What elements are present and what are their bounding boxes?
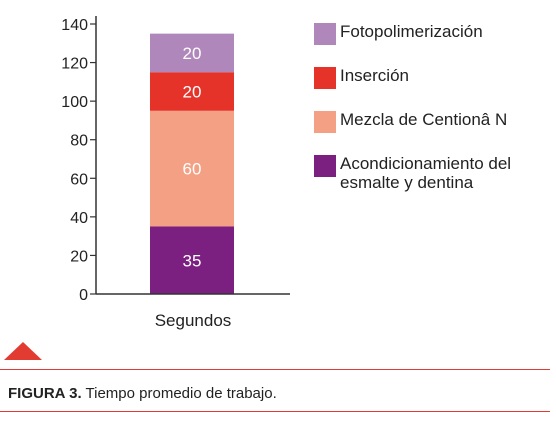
caption-rule-top — [0, 369, 550, 370]
bar-value-label: 60 — [183, 160, 202, 179]
y-tick-label: 60 — [70, 171, 88, 188]
legend-swatch — [314, 155, 336, 177]
figure-label: FIGURA 3. — [8, 385, 82, 402]
legend-swatch — [314, 67, 336, 89]
stacked-bar-chart: 0 20 40 60 80 100 120 140 35 60 20 20 Segundos — [61, 16, 290, 330]
legend-item-fotopolimerizacion: Fotopolimerización — [314, 22, 483, 45]
legend-label: Fotopolimerización — [340, 22, 483, 41]
bar-value-label: 20 — [183, 83, 202, 102]
legend-item-insercion: Inserción — [314, 66, 409, 89]
y-tick-label: 0 — [79, 287, 88, 304]
figure-caption: FIGURA 3. Tiempo promedio de trabajo. — [8, 385, 277, 402]
legend-swatch — [314, 111, 336, 133]
y-tick-label: 40 — [70, 210, 88, 227]
segment-labels: 35 60 20 20 — [183, 44, 202, 270]
legend-label: Inserción — [340, 66, 409, 85]
y-tick-label: 140 — [61, 17, 88, 34]
bar-value-label: 20 — [183, 44, 202, 63]
y-tick-label: 120 — [61, 56, 88, 73]
legend-label: Acondicionamiento del esmalte y dentina — [340, 154, 512, 192]
y-axis-ticks: 0 20 40 60 80 100 120 140 — [61, 17, 96, 304]
bar-segment — [150, 33, 234, 73]
legend-label: Mezcla de Centionâ N — [340, 110, 508, 129]
y-tick-label: 80 — [70, 133, 88, 150]
caption-text: Tiempo promedio de trabajo. — [81, 385, 277, 402]
bar-segment — [150, 226, 234, 294]
bar-segments — [150, 33, 234, 294]
bar-value-label: 35 — [183, 251, 202, 270]
legend-item-mezcla: Mezcla de Centionâ N — [314, 110, 507, 133]
x-category-label: Segundos — [155, 311, 232, 330]
bar-segment — [150, 72, 234, 111]
y-tick-label: 100 — [61, 94, 88, 111]
legend-item-acondicionamiento: Acondicionamiento del esmalte y dentina — [314, 154, 554, 192]
legend-swatch — [314, 23, 336, 45]
red-triangle-marker — [4, 342, 42, 360]
y-tick-label: 20 — [70, 248, 88, 265]
caption-rule-bottom — [0, 411, 550, 412]
bar-segment — [150, 110, 234, 227]
